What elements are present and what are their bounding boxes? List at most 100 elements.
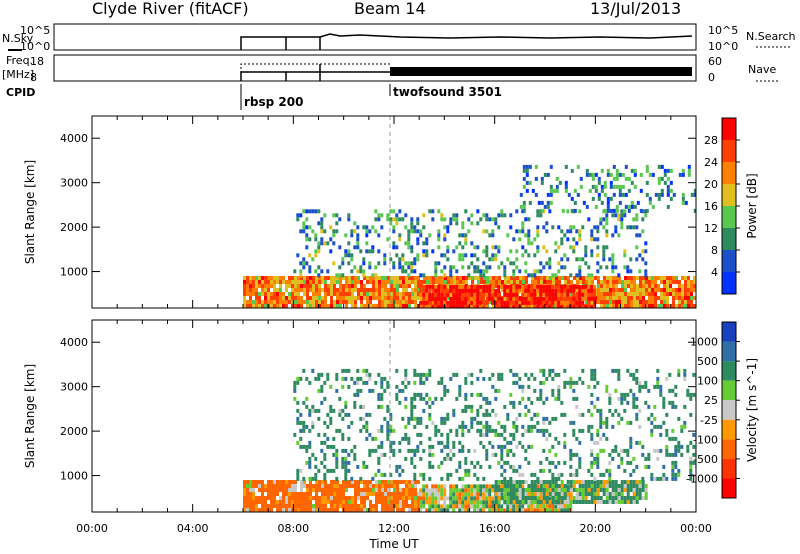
power-cell [360, 304, 363, 308]
vel-cell [623, 468, 627, 473]
freq-tick-bottom: 8 [30, 71, 37, 84]
power-cell [309, 276, 312, 280]
vel-cell [428, 404, 432, 409]
power-cell [476, 257, 480, 262]
power-cell [458, 288, 462, 293]
vel-cell [602, 472, 606, 477]
vel-cell [405, 500, 408, 504]
power-cell [606, 288, 609, 292]
vel-cell [360, 480, 363, 484]
vel-cell [389, 448, 393, 453]
vel-cell [506, 452, 510, 457]
vel-cell [536, 396, 540, 401]
vel-cell [689, 464, 693, 469]
power-cell [557, 288, 561, 293]
vel-cell [365, 436, 369, 441]
power-cell [600, 168, 604, 173]
power-cell [300, 284, 303, 288]
power-cell [437, 261, 441, 266]
vel-cell [572, 452, 576, 457]
vel-cell [249, 500, 252, 504]
vel-cell [605, 484, 609, 488]
power-cell [306, 300, 309, 304]
velocity-colorbar-swatch [722, 419, 736, 440]
vel-cell [626, 488, 630, 492]
vel-cell [270, 504, 273, 508]
vel-cell [626, 460, 630, 465]
vel-cell [506, 504, 510, 509]
power-cell [600, 184, 604, 189]
vel-cell [599, 488, 603, 492]
power-cell [540, 200, 544, 205]
vel-cell [503, 476, 507, 481]
power-cell [390, 292, 393, 296]
vel-cell [467, 404, 471, 409]
vel-cell [362, 404, 366, 409]
power-cell [581, 288, 585, 293]
vel-cell [338, 396, 342, 401]
power-cell [458, 284, 462, 289]
vel-cell [467, 472, 471, 477]
power-cell [554, 300, 558, 305]
power-cell [461, 292, 465, 297]
power-cell [422, 292, 426, 297]
vel-cell [341, 368, 345, 373]
power-cell [578, 237, 582, 242]
power-cell [615, 204, 619, 209]
vel-cell [545, 500, 549, 504]
vel-cell [356, 376, 360, 381]
power-cell [612, 164, 616, 169]
vel-cell [422, 476, 426, 481]
power-cell [332, 233, 336, 238]
vel-cell [449, 488, 453, 493]
power-cell [450, 292, 453, 296]
power-cell [681, 200, 685, 205]
vel-cell [569, 380, 573, 385]
power-cell [575, 304, 579, 308]
vel-cell [437, 504, 441, 509]
vel-cell [542, 448, 546, 453]
power-cell [411, 276, 414, 280]
power-cell [503, 304, 507, 308]
vel-cell [411, 508, 414, 512]
vel-cell [680, 428, 684, 433]
power-cell [438, 276, 441, 280]
power-cell [554, 296, 558, 301]
vel-cell [419, 420, 423, 425]
power-cell [530, 292, 534, 297]
power-cell [530, 300, 534, 305]
vel-cell [371, 436, 375, 441]
nave-tick-top: 60 [708, 55, 722, 68]
power-cell [545, 284, 549, 289]
vel-cell [377, 392, 381, 397]
vel-cell [620, 460, 624, 465]
vel-cell [656, 424, 660, 429]
vel-cell [419, 496, 423, 501]
time-tick-label: 20:00 [579, 522, 611, 535]
vel-cell [387, 508, 390, 512]
power-cell [654, 288, 657, 292]
power-cell [411, 288, 414, 292]
power-cell [543, 172, 547, 177]
power-cell [308, 253, 312, 258]
power-cell [425, 253, 429, 258]
power-cell [488, 233, 492, 238]
vel-cell [365, 412, 369, 417]
power-cell [519, 204, 523, 209]
vel-cell [476, 392, 480, 397]
power-cell [422, 288, 426, 293]
vel-cell [494, 496, 498, 500]
vel-cell [413, 392, 417, 397]
power-cell [527, 217, 531, 222]
vel-cell [614, 444, 618, 449]
vel-cell [398, 440, 402, 445]
vel-cell [273, 488, 276, 492]
vel-cell [428, 492, 432, 497]
power-cell [599, 265, 603, 270]
vel-cell [404, 368, 408, 373]
vel-cell [491, 452, 495, 457]
power-cell [288, 276, 291, 280]
power-cell [521, 229, 525, 234]
power-cell [381, 276, 384, 280]
vel-cell [419, 504, 423, 509]
